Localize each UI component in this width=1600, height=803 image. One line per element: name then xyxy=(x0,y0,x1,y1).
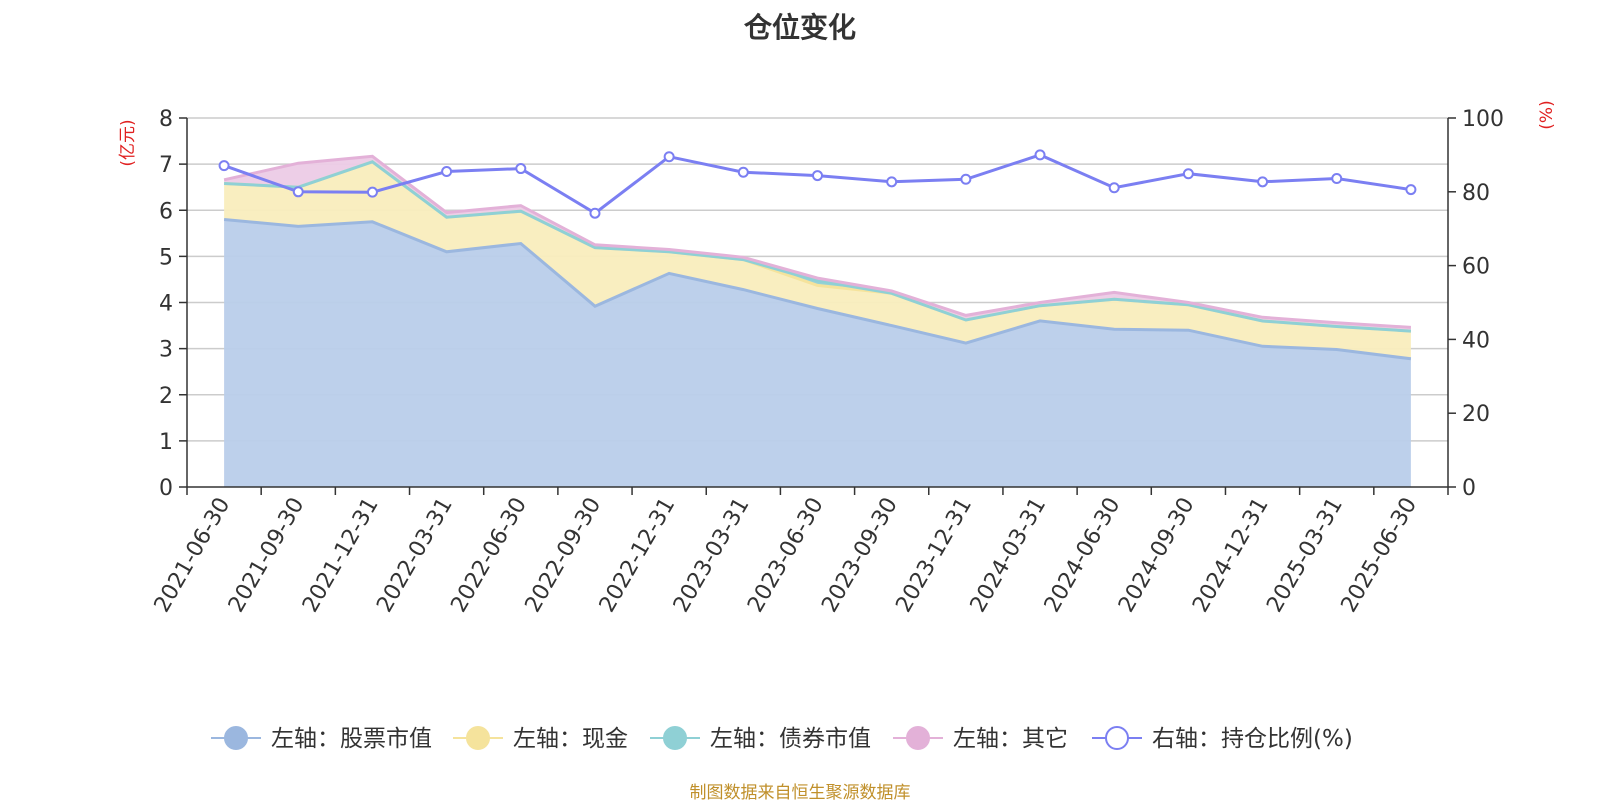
left-tick-label: 4 xyxy=(159,292,173,317)
left-tick-label: 6 xyxy=(159,199,173,224)
legend-label: 左轴：其它 xyxy=(953,726,1068,752)
ratio-point xyxy=(441,166,453,178)
right-axis-unit: (%) xyxy=(1537,100,1557,129)
ratio-point xyxy=(812,170,823,182)
legend-swatch-marker xyxy=(224,726,248,750)
ratio-point xyxy=(737,166,749,178)
ratio-point xyxy=(515,163,527,175)
legend-swatch-marker xyxy=(906,726,930,750)
x-tick-label: 2025-06-30 xyxy=(1337,494,1423,617)
x-tick-label: 2023-03-31 xyxy=(669,494,755,617)
ratio-point xyxy=(1331,173,1343,185)
x-tick-label: 2022-12-31 xyxy=(595,494,681,617)
right-tick-label: 100 xyxy=(1462,107,1504,132)
legend-label: 左轴：现金 xyxy=(513,726,628,752)
stock-area-line xyxy=(223,218,1412,361)
left-tick-label: 0 xyxy=(159,476,173,501)
stock-area xyxy=(224,219,1411,487)
left-tick-label: 1 xyxy=(159,430,173,455)
legend-swatch-marker xyxy=(466,726,490,750)
ratio-point xyxy=(589,207,601,219)
legend-swatch-marker xyxy=(1105,726,1129,750)
x-tick-label: 2023-12-31 xyxy=(891,494,977,617)
ratio-point xyxy=(366,186,378,198)
ratio-point xyxy=(1257,176,1269,188)
ratio-point xyxy=(292,186,304,198)
chart-title: 仓位变化 xyxy=(743,11,856,44)
other-area-line xyxy=(223,154,1411,329)
right-tick-label: 0 xyxy=(1462,476,1476,501)
ratio-point xyxy=(1182,168,1194,180)
ratio-point xyxy=(1034,149,1046,161)
x-tick-label: 2024-03-31 xyxy=(966,494,1052,617)
ratio-point xyxy=(960,173,972,185)
ratio-point xyxy=(1108,182,1120,194)
x-tick-label: 2025-03-31 xyxy=(1262,494,1348,617)
left-axis-unit: (亿元) xyxy=(118,119,138,166)
right-tick-label: 40 xyxy=(1462,328,1490,353)
left-tick-label: 5 xyxy=(159,245,173,270)
x-tick-label: 2024-12-31 xyxy=(1188,494,1274,617)
left-tick-label: 3 xyxy=(159,338,173,363)
bond-area-line xyxy=(224,160,1411,333)
legend-label: 左轴：债券市值 xyxy=(710,726,871,752)
ratio-point xyxy=(886,176,898,188)
left-tick-label: 7 xyxy=(159,153,173,178)
ratio-point xyxy=(663,151,675,163)
x-tick-label: 2022-06-30 xyxy=(446,494,532,617)
x-tick-label: 2022-03-31 xyxy=(372,494,458,617)
legend-label: 右轴：持仓比例(%) xyxy=(1152,726,1353,752)
x-tick-label: 2023-06-30 xyxy=(743,494,829,617)
x-tick-label: 2023-09-30 xyxy=(817,494,903,617)
right-tick-label: 80 xyxy=(1462,181,1490,206)
legend-swatch-marker xyxy=(663,726,687,750)
x-tick-label: 2024-06-30 xyxy=(1040,494,1126,617)
source-footer: 制图数据来自恒生聚源数据库 xyxy=(689,783,911,803)
x-tick-label: 2021-12-31 xyxy=(298,494,384,617)
ratio-point xyxy=(1405,184,1417,196)
right-tick-label: 60 xyxy=(1462,255,1490,280)
cash-area xyxy=(224,161,1411,359)
x-tick-label: 2021-06-30 xyxy=(150,494,236,617)
x-tick-label: 2022-09-30 xyxy=(521,494,607,617)
left-tick-label: 2 xyxy=(159,384,173,409)
legend-label: 左轴：股票市值 xyxy=(271,726,432,752)
right-tick-label: 20 xyxy=(1462,402,1490,427)
left-tick-label: 8 xyxy=(159,107,173,132)
ratio-point xyxy=(218,160,230,172)
x-tick-label: 2021-09-30 xyxy=(224,494,310,617)
x-tick-label: 2024-09-30 xyxy=(1114,494,1200,617)
